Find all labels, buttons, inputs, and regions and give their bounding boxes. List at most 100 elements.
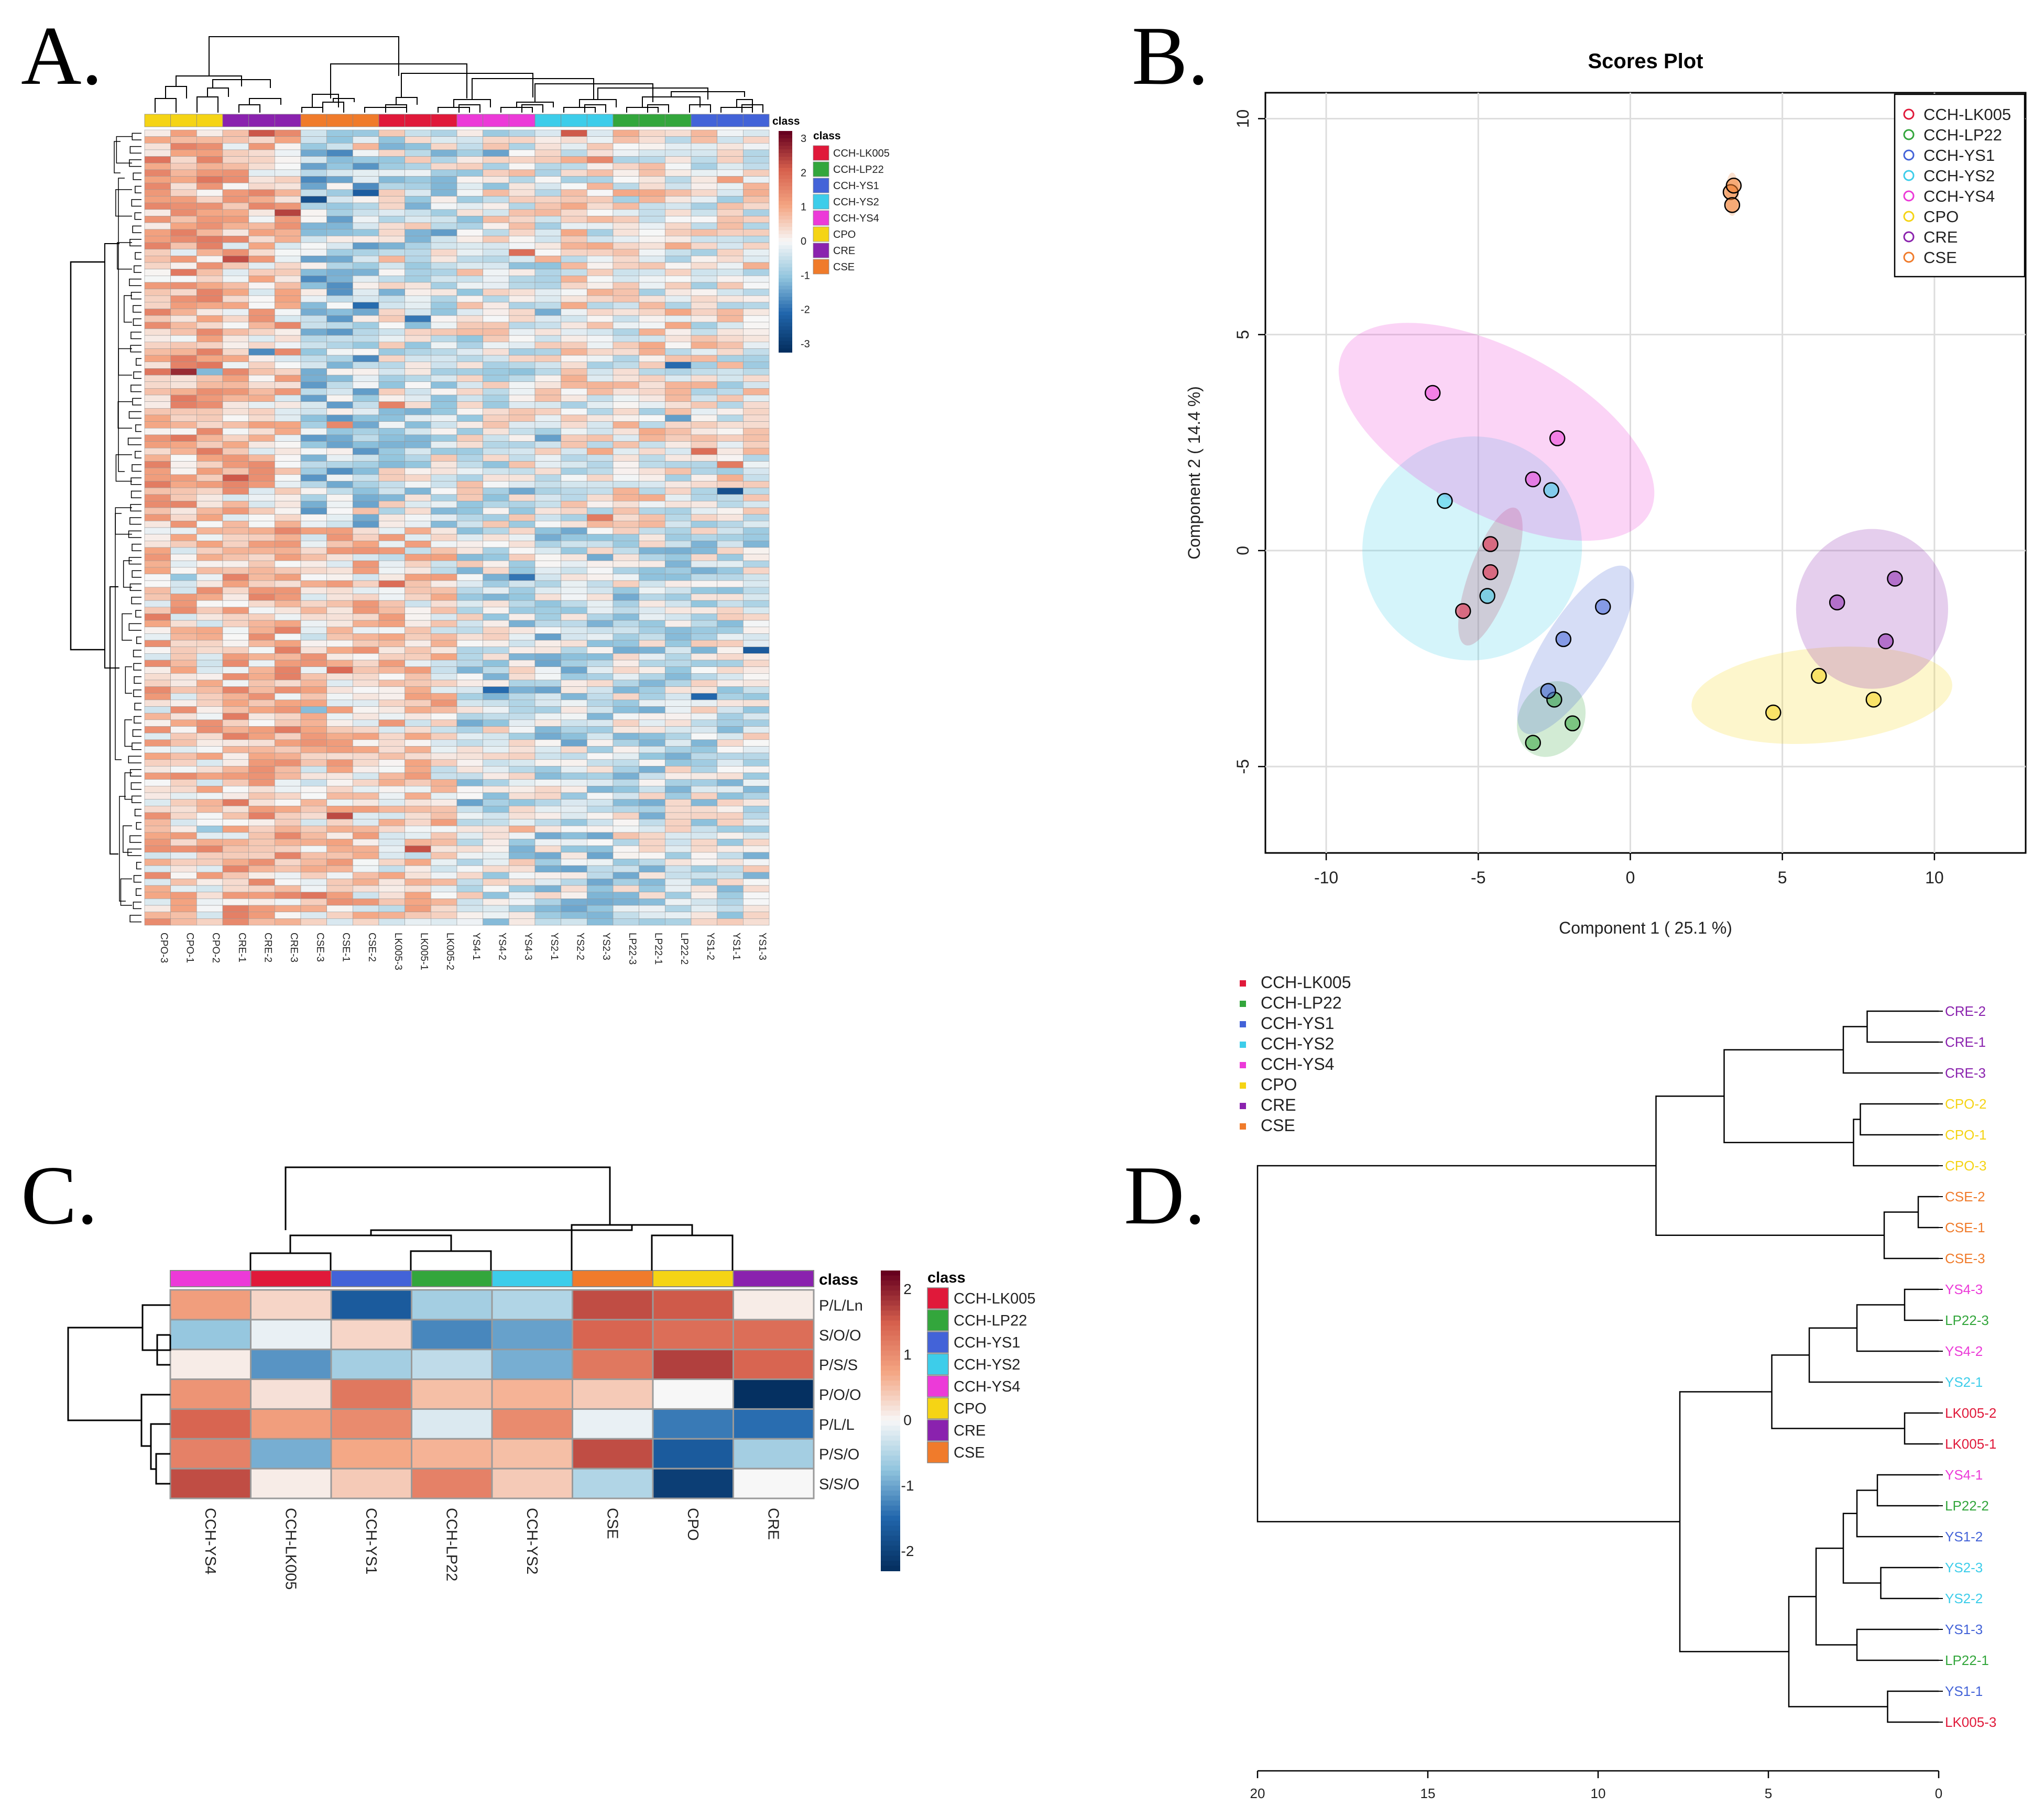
heatmap-cell <box>639 487 665 495</box>
heatmap-cell <box>639 554 665 561</box>
heatmap-cell <box>483 839 509 846</box>
heatmap-cell <box>534 633 561 641</box>
heatmap-cell <box>613 594 639 601</box>
heatmap-cell <box>170 706 197 714</box>
heatmap-cell <box>717 918 744 926</box>
heatmap-cell <box>509 434 535 442</box>
heatmap-cell <box>613 739 639 747</box>
heatmap-cell <box>275 912 301 919</box>
heatmap-cell <box>431 302 457 309</box>
heatmap-cell <box>275 262 301 269</box>
confidence-ellipse <box>1796 529 1948 689</box>
heatmap-cell <box>248 587 275 594</box>
heatmap-cell <box>144 653 171 661</box>
heatmap-cell <box>639 302 665 309</box>
heatmap-cell <box>196 421 223 429</box>
heatmap-cell <box>587 447 614 455</box>
heatmap-cell <box>300 719 327 727</box>
heatmap-cell <box>170 328 197 336</box>
heatmap-cell <box>196 852 223 859</box>
heatmap-cell <box>456 879 483 886</box>
heatmap-cell <box>509 156 535 163</box>
heatmap-cell <box>717 647 744 654</box>
heatmap-cell <box>326 680 353 687</box>
heatmap-cell <box>691 732 717 740</box>
heatmap-cell <box>222 381 249 389</box>
heatmap-cell <box>665 719 692 727</box>
heatmap-cell <box>431 209 457 216</box>
heatmap-cell <box>456 289 483 296</box>
heatmap-cell <box>534 447 561 455</box>
heatmap-cell <box>639 580 665 588</box>
heatmap-cell <box>378 136 405 144</box>
heatmap-cell <box>665 614 692 621</box>
heatmap-cell <box>613 322 639 329</box>
heatmap-cell <box>144 355 171 363</box>
heatmap-cell <box>587 428 614 435</box>
heatmap-cell <box>613 481 639 488</box>
heatmap-cell <box>509 236 535 243</box>
heatmap-cell <box>613 825 639 833</box>
heatmap-cell <box>248 236 275 243</box>
heatmap-cell <box>196 381 223 389</box>
score-point <box>1525 471 1542 488</box>
row-dendrogram-link <box>118 178 125 472</box>
heatmap-cell <box>405 149 431 157</box>
heatmap-cell <box>483 852 509 859</box>
heatmap-cell <box>378 408 405 415</box>
row-dendrogram-link <box>128 755 141 763</box>
heatmap-cell <box>326 275 353 283</box>
heatmap-cell <box>353 640 379 648</box>
heatmap-cell <box>300 779 327 786</box>
heatmap-cell <box>431 269 457 276</box>
heatmap-cell <box>196 918 223 926</box>
heatmap-cell <box>169 1319 252 1351</box>
heatmap-cell <box>743 434 770 442</box>
heatmap-cell <box>144 547 171 554</box>
heatmap-cell <box>170 607 197 614</box>
heatmap-cell <box>248 242 275 249</box>
heatmap-cell <box>691 607 717 614</box>
heatmap-cell <box>300 792 327 800</box>
heatmap-cell <box>717 189 744 196</box>
heatmap-cell <box>431 547 457 554</box>
heatmap-cell <box>170 169 197 177</box>
heatmap-cell <box>665 269 692 276</box>
heatmap-cell <box>509 514 535 521</box>
legend-swatch <box>1240 1082 1246 1089</box>
panel-d-dendrogram: CCH-LK005CCH-LP22CCH-YS1CCH-YS2CCH-YS4CP… <box>1240 973 1996 1801</box>
heatmap-cell <box>456 269 483 276</box>
heatmap-cell <box>170 899 197 906</box>
heatmap-cell <box>300 872 327 879</box>
heatmap-cell <box>743 686 770 694</box>
heatmap-cell <box>300 527 327 534</box>
heatmap-cell <box>196 779 223 786</box>
heatmap-cell <box>587 706 614 714</box>
heatmap-cell <box>717 368 744 376</box>
heatmap-cell <box>405 739 431 747</box>
heatmap-cell <box>456 182 483 190</box>
heatmap-cell <box>248 275 275 283</box>
heatmap-cell <box>456 474 483 481</box>
heatmap-cell <box>405 315 431 323</box>
column-dendrogram-link <box>207 87 229 97</box>
heatmap-cell <box>456 859 483 866</box>
heatmap-cell <box>691 202 717 210</box>
heatmap-cell <box>717 209 744 216</box>
row-dendrogram-link <box>133 305 141 313</box>
heatmap-cell <box>509 752 535 760</box>
heatmap-cell <box>561 594 587 601</box>
heatmap-cell <box>561 216 587 223</box>
heatmap-cell <box>353 401 379 409</box>
heatmap-cell <box>170 289 197 296</box>
heatmap-cell <box>691 428 717 435</box>
column-label: YS2-1 <box>549 933 560 960</box>
legend-label: CPO <box>954 1400 987 1417</box>
heatmap-cell <box>378 242 405 249</box>
heatmap-cell <box>587 216 614 223</box>
heatmap-cell <box>613 852 639 859</box>
legend-marker <box>1903 190 1915 202</box>
heatmap-cell <box>509 713 535 720</box>
heatmap-cell <box>587 501 614 508</box>
heatmap-cell <box>411 1408 493 1440</box>
